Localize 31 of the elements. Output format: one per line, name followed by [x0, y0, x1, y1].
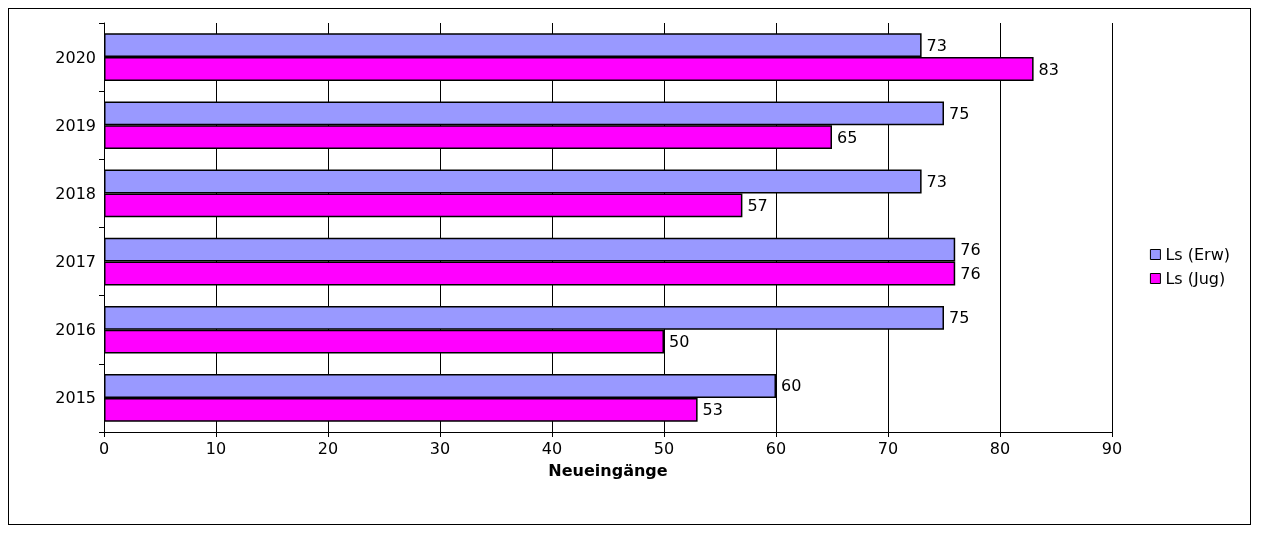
y-tick-label: 2018: [55, 183, 96, 203]
legend-label: Ls (Erw): [1165, 245, 1230, 264]
data-label: 76: [960, 240, 981, 260]
data-label: 75: [949, 308, 970, 328]
y-tick-label: 2015: [55, 388, 96, 408]
data-label: 83: [1038, 59, 1059, 79]
x-tick-label: 0: [98, 438, 110, 458]
x-tick-label: 50: [653, 438, 675, 458]
x-tick-label: 20: [317, 438, 339, 458]
y-tick-label: 2016: [55, 320, 96, 340]
data-label: 53: [702, 400, 723, 420]
data-label: 73: [926, 171, 947, 191]
data-label: 57: [747, 195, 768, 215]
data-label: 75: [949, 103, 970, 123]
legend-label: Ls (Jug): [1165, 269, 1226, 288]
data-label: 50: [669, 332, 690, 352]
x-tick-label: 30: [429, 438, 451, 458]
x-tick-label: 80: [989, 438, 1011, 458]
y-tick-label: 2020: [55, 47, 96, 67]
y-tick-label: 2019: [55, 115, 96, 135]
data-label: 60: [781, 376, 802, 396]
data-label: 65: [837, 127, 858, 147]
data-label: 73: [926, 35, 947, 55]
x-tick-label: 40: [541, 438, 563, 458]
y-tick-label: 2017: [55, 252, 96, 272]
data-label: 76: [960, 264, 981, 284]
x-tick-label: 90: [1101, 438, 1123, 458]
x-tick-label: 70: [877, 438, 899, 458]
x-tick-label: 60: [765, 438, 787, 458]
x-tick-label: 10: [205, 438, 227, 458]
x-axis-title: Neueingänge: [548, 460, 668, 480]
